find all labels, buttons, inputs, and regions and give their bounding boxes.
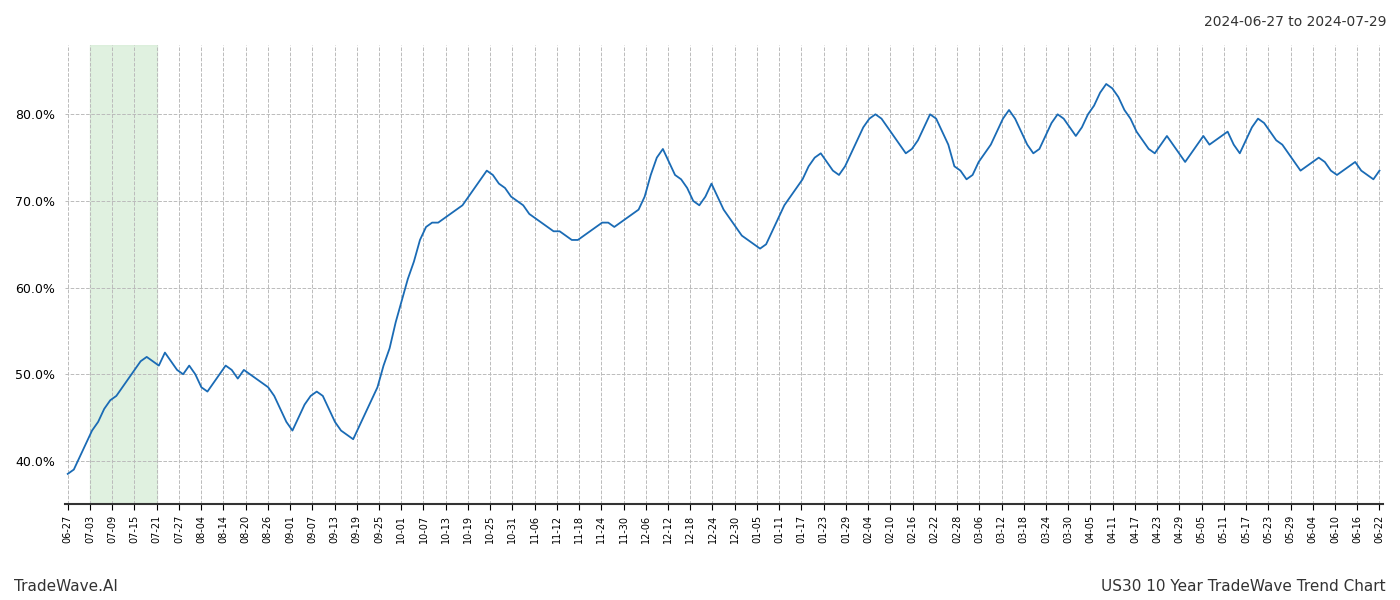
Bar [90, 45, 157, 504]
Text: 2024-06-27 to 2024-07-29: 2024-06-27 to 2024-07-29 [1204, 15, 1386, 29]
Text: TradeWave.AI: TradeWave.AI [14, 579, 118, 594]
Text: US30 10 Year TradeWave Trend Chart: US30 10 Year TradeWave Trend Chart [1102, 579, 1386, 594]
